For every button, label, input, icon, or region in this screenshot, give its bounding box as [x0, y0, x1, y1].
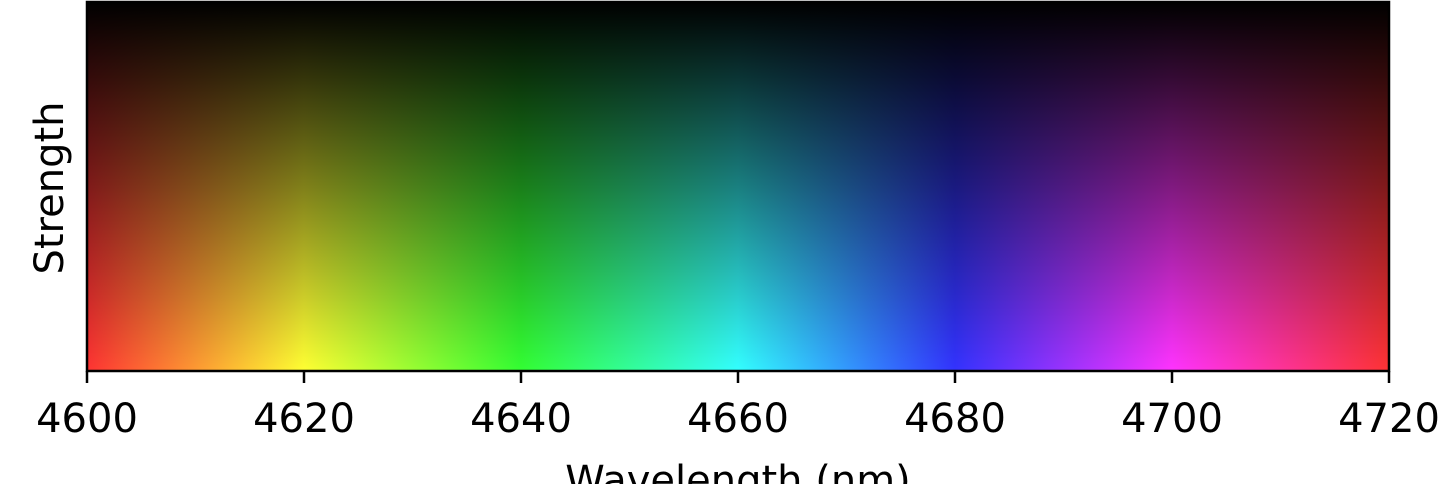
x-tick-label: 4640 — [470, 396, 572, 442]
x-tick-label: 4600 — [36, 396, 138, 442]
x-tick-label: 4720 — [1338, 396, 1440, 442]
x-axis-label: Wavelength (nm) — [565, 458, 911, 484]
x-tick-label: 4620 — [253, 396, 355, 442]
plot-area — [85, 0, 1391, 373]
x-tick-label: 4680 — [904, 396, 1006, 442]
x-tick-label: 4700 — [1121, 396, 1223, 442]
x-axis-ticks: 4600 4620 4640 4660 4680 4700 4720 — [36, 371, 1440, 442]
y-axis-label: Strength — [27, 101, 73, 274]
x-tick-label: 4660 — [687, 396, 789, 442]
strength-shading — [87, 2, 1389, 371]
